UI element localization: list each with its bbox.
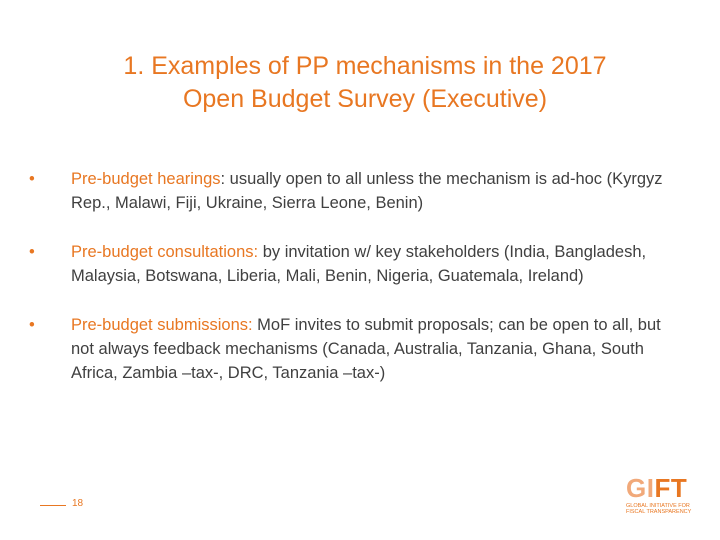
bullet-text: by invitation w/ key stakeholders (India… (71, 243, 647, 285)
slide-title-line-1: 1. Examples of PP mechanisms in the 2017 (123, 52, 607, 80)
gift-logo: GIFT GLOBAL INITIATIVE FOR FISCAL TRANSP… (626, 474, 692, 515)
logo-part-ft: FT (654, 473, 688, 503)
bullet-item-submissions: Pre-budget submissions: MoF invites to s… (26, 313, 676, 385)
page-number: 18 (72, 498, 84, 509)
bullet-term: Pre-budget consultations: (71, 243, 259, 261)
footer-divider (40, 505, 66, 506)
bullet-text: : usually open to all unless the mechani… (71, 170, 663, 212)
slide-title-line-2: Open Budget Survey (Executive) (182, 85, 548, 113)
bullet-term: Pre-budget hearings (71, 170, 221, 188)
logo-subtitle-line-2: FISCAL TRANSPARENCY (626, 509, 692, 515)
bullet-list: Pre-budget hearings: usually open to all… (26, 167, 676, 410)
bullet-text: MoF invites to submit proposals; can be … (71, 316, 661, 382)
bullet-item-hearings: Pre-budget hearings: usually open to all… (26, 167, 676, 215)
logo-wordmark: GIFT (626, 474, 687, 502)
logo-subtitle-line-1: GLOBAL INITIATIVE FOR (626, 503, 690, 509)
logo-part-gi: GI (626, 473, 655, 503)
logo-subtitle: GLOBAL INITIATIVE FOR FISCAL TRANSPARENC… (626, 503, 692, 515)
bullet-item-consultations: Pre-budget consultations: by invitation … (26, 240, 676, 288)
bullet-term: Pre-budget submissions: (71, 316, 253, 334)
slide-title: 1. Examples of PP mechanisms in the 2017… (70, 50, 660, 116)
